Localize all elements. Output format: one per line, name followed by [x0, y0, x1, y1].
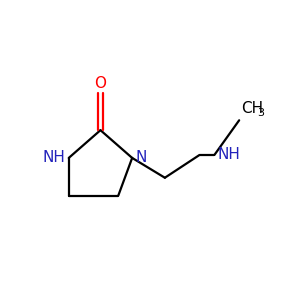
Text: N: N [135, 150, 146, 165]
Text: CH: CH [241, 101, 263, 116]
Text: 3: 3 [257, 108, 264, 118]
Text: NH: NH [43, 150, 66, 165]
Text: O: O [94, 76, 106, 91]
Text: NH: NH [218, 148, 240, 163]
